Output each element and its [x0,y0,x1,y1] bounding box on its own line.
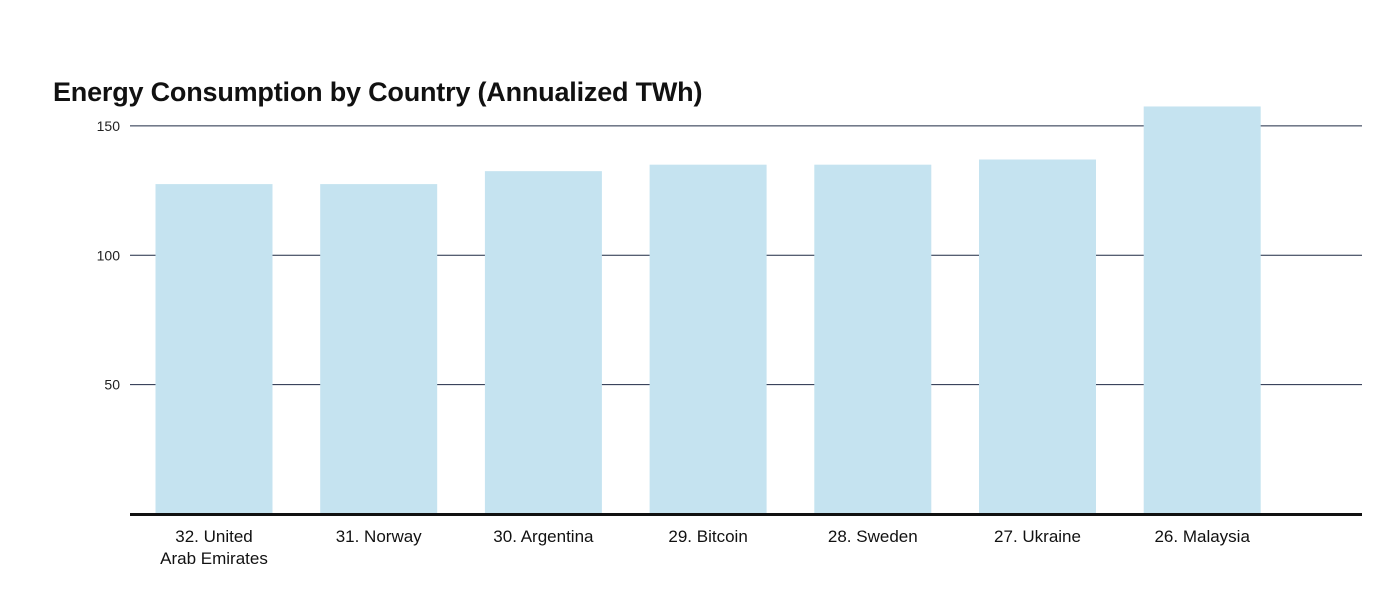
x-tick-label: 32. United Arab Emirates [160,527,268,568]
x-tick-label-line: Arab Emirates [160,549,268,568]
x-tick-label-line: 30. Argentina [493,527,594,546]
x-tick-label-line: 31. Norway [336,527,422,546]
y-tick-label: 150 [97,118,121,134]
chart-title: Energy Consumption by Country (Annualize… [53,77,703,107]
bar [1143,106,1261,514]
x-tick-label: 26. Malaysia [1154,527,1250,546]
y-tick-label: 100 [97,247,121,263]
bar [155,184,273,514]
x-tick-label: 30. Argentina [493,527,594,546]
x-tick-label-line: 27. Ukraine [994,527,1081,546]
bar [814,164,932,514]
x-tick-label-line: 28. Sweden [828,527,918,546]
x-tick-label: 29. Bitcoin [668,527,747,546]
bars [155,106,1261,514]
x-tick-label: 27. Ukraine [994,527,1081,546]
x-tick-label: 28. Sweden [828,527,918,546]
bar [320,184,438,514]
x-tick-label: 31. Norway [336,527,422,546]
y-tick-label: 50 [104,377,120,393]
bar [484,171,602,514]
bar [649,164,767,514]
bar [979,159,1096,514]
x-tick-label-line: 26. Malaysia [1154,527,1250,546]
x-tick-label-line: 29. Bitcoin [668,527,747,546]
x-tick-label-line: 32. United [175,527,253,546]
category-labels: 32. United Arab Emirates 31. Norway 30. Arg… [160,527,1250,568]
